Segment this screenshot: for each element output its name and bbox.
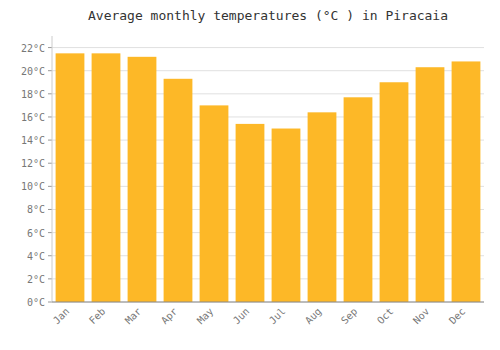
x-tick-label: Dec	[447, 306, 468, 327]
x-tick-label: May	[195, 306, 216, 327]
x-tick-label: Nov	[411, 306, 432, 327]
bar	[308, 112, 337, 302]
y-tick	[48, 278, 52, 279]
bar	[56, 53, 85, 302]
bar	[92, 53, 121, 302]
y-tick	[48, 93, 52, 94]
y-tick-label: 4°C	[27, 251, 45, 262]
x-tick-label: Aug	[303, 306, 324, 327]
x-axis-line	[52, 302, 484, 303]
bar	[344, 97, 373, 302]
y-tick	[48, 47, 52, 48]
bar	[164, 79, 193, 302]
y-tick-label: 6°C	[27, 228, 45, 239]
x-tick-label: Mar	[123, 306, 144, 327]
y-tick-label: 2°C	[27, 274, 45, 285]
grid-line	[52, 302, 484, 303]
bar	[272, 129, 301, 302]
y-tick	[48, 209, 52, 210]
grid-line	[52, 47, 484, 48]
bar	[380, 82, 409, 302]
chart-svg: Average monthly temperatures (°C ) in Pi…	[0, 0, 500, 350]
bars	[56, 53, 481, 302]
y-tick-label: 22°C	[21, 43, 45, 54]
y-tick	[48, 186, 52, 187]
y-tick-label: 14°C	[21, 135, 45, 146]
bar	[200, 105, 229, 302]
x-tick-label: Sep	[339, 306, 360, 327]
y-tick-label: 18°C	[21, 89, 45, 100]
y-tick	[48, 255, 52, 256]
title: Average monthly temperatures (°C ) in Pi…	[88, 8, 448, 23]
bar	[128, 57, 157, 302]
y-tick	[48, 163, 52, 164]
y-tick	[48, 70, 52, 71]
y-tick-label: 0°C	[27, 297, 45, 308]
x-tick-label: Apr	[159, 306, 180, 327]
y-tick	[48, 140, 52, 141]
bar	[452, 61, 481, 302]
y-tick-label: 10°C	[21, 181, 45, 192]
y-tick	[48, 116, 52, 117]
y-tick	[48, 302, 52, 303]
chart-container: Average monthly temperatures (°C ) in Pi…	[0, 0, 500, 350]
x-tick-label: Jul	[267, 306, 288, 327]
bar	[236, 124, 265, 302]
x-tick-label: Jun	[231, 306, 252, 327]
x-tick-label: Feb	[87, 306, 108, 327]
x-tick-label: Jan	[51, 306, 72, 327]
y-axis-line	[52, 36, 53, 302]
grid	[52, 48, 484, 302]
y-tick-label: 8°C	[27, 204, 45, 215]
y-tick-label: 12°C	[21, 158, 45, 169]
y-tick-label: 16°C	[21, 112, 45, 123]
x-tick-label: Oct	[375, 306, 396, 327]
y-tick	[48, 232, 52, 233]
y-tick-label: 20°C	[21, 66, 45, 77]
bar	[416, 67, 445, 302]
